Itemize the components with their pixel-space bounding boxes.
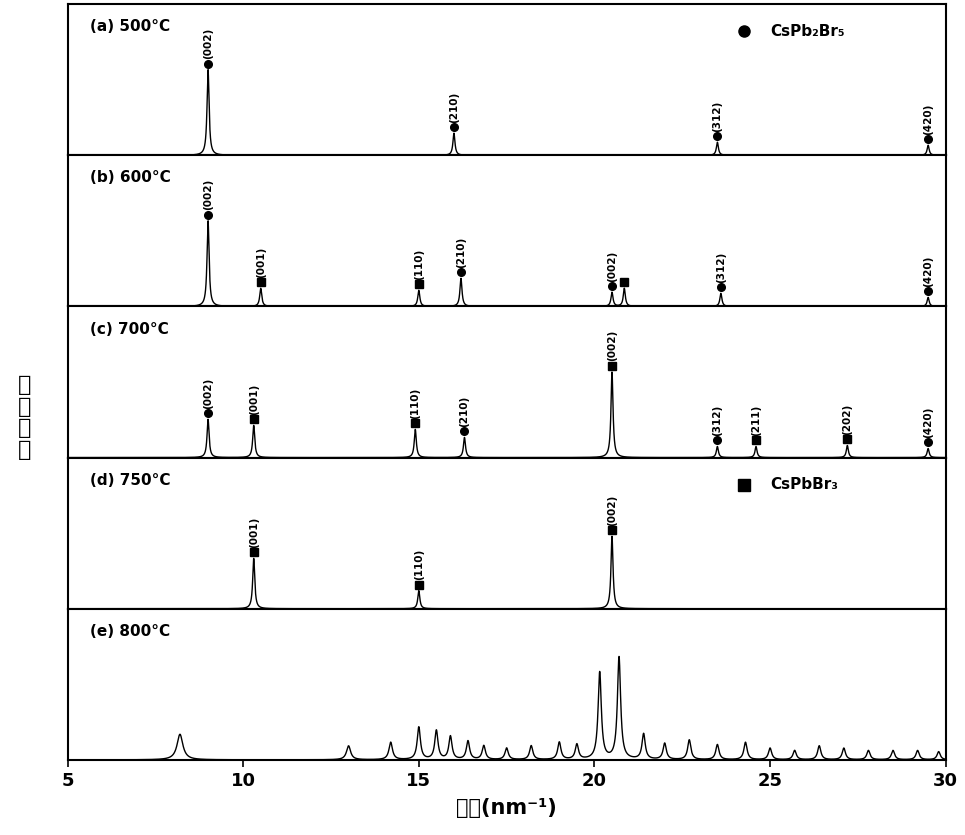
Text: (210): (210): [449, 91, 459, 123]
Text: (c) 700°C: (c) 700°C: [90, 321, 168, 337]
Text: (002): (002): [607, 250, 617, 281]
Text: (312): (312): [716, 251, 726, 283]
Text: (312): (312): [712, 100, 723, 132]
X-axis label: 波矢(nm⁻¹): 波矢(nm⁻¹): [456, 798, 557, 818]
Text: (002): (002): [203, 28, 213, 59]
Text: (e) 800°C: (e) 800°C: [90, 624, 170, 639]
Text: (210): (210): [459, 396, 470, 427]
Text: (210): (210): [455, 236, 466, 268]
Text: (d) 750°C: (d) 750°C: [90, 473, 170, 488]
Text: (420): (420): [924, 407, 933, 438]
Text: (a) 500°C: (a) 500°C: [90, 19, 170, 34]
Text: (002): (002): [203, 377, 213, 408]
Text: (110): (110): [414, 549, 424, 580]
Text: (002): (002): [203, 179, 213, 210]
Text: (001): (001): [249, 517, 259, 548]
Text: 衍
射
强
度: 衍 射 强 度: [17, 375, 31, 460]
Text: (420): (420): [924, 104, 933, 134]
Text: (002): (002): [607, 330, 617, 362]
Text: (420): (420): [924, 256, 933, 286]
Text: (002): (002): [607, 494, 617, 525]
Text: (b) 600°C: (b) 600°C: [90, 170, 170, 185]
Text: (001): (001): [256, 246, 265, 278]
Text: CsPb₂Br₅: CsPb₂Br₅: [770, 24, 844, 39]
Text: (211): (211): [751, 405, 761, 436]
Text: (110): (110): [410, 387, 421, 419]
Text: (312): (312): [712, 405, 723, 436]
Text: (202): (202): [842, 403, 852, 435]
Text: CsPbBr₃: CsPbBr₃: [770, 478, 838, 493]
Text: (001): (001): [249, 383, 259, 415]
Text: (110): (110): [414, 249, 424, 280]
